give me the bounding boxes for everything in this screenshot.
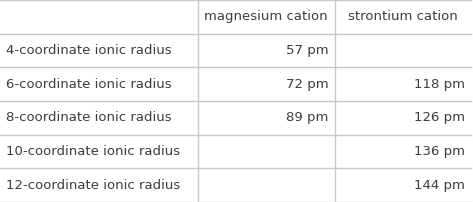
Text: 126 pm: 126 pm <box>414 111 465 124</box>
Text: 8-coordinate ionic radius: 8-coordinate ionic radius <box>6 111 172 124</box>
Text: 72 pm: 72 pm <box>286 78 328 91</box>
Text: 57 pm: 57 pm <box>286 44 328 57</box>
Text: strontium cation: strontium cation <box>348 10 458 23</box>
Text: 144 pm: 144 pm <box>414 179 465 192</box>
Text: 10-coordinate ionic radius: 10-coordinate ionic radius <box>6 145 180 158</box>
Text: magnesium cation: magnesium cation <box>204 10 328 23</box>
Text: 136 pm: 136 pm <box>414 145 465 158</box>
Text: 6-coordinate ionic radius: 6-coordinate ionic radius <box>6 78 172 91</box>
Text: 4-coordinate ionic radius: 4-coordinate ionic radius <box>6 44 172 57</box>
Text: 89 pm: 89 pm <box>286 111 328 124</box>
Text: 12-coordinate ionic radius: 12-coordinate ionic radius <box>6 179 180 192</box>
Text: 118 pm: 118 pm <box>414 78 465 91</box>
